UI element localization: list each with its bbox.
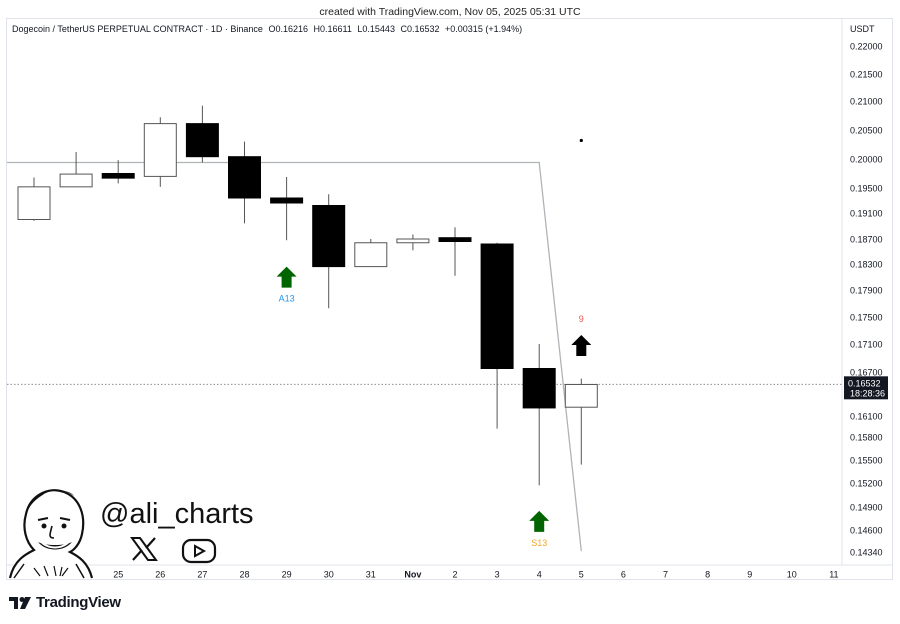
x-tick-label: 25 (113, 570, 123, 580)
candle-body[interactable] (438, 237, 472, 242)
tradingview-logo-icon (9, 597, 31, 610)
y-tick-label: 0.15200 (850, 479, 883, 489)
candle-body[interactable] (17, 186, 51, 220)
td-count-label: A13 (279, 294, 295, 304)
y-tick-label: 0.17100 (850, 340, 883, 350)
credit-text: created with TradingView.com, Nov 05, 20… (319, 6, 581, 18)
y-tick-label: 0.14600 (850, 526, 883, 536)
x-tick-label: 27 (197, 570, 207, 580)
trendline[interactable] (7, 161, 582, 552)
legend-high: H0.16611 (313, 24, 352, 34)
y-tick-label: 0.20500 (850, 126, 883, 136)
candle-body[interactable] (522, 368, 556, 409)
y-tick-label: 0.21500 (850, 70, 883, 80)
y-tick-label: 0.17900 (850, 286, 883, 296)
legend-low: L0.15443 (357, 24, 395, 34)
legend-change: +0.00315 (+1.94%) (445, 24, 523, 34)
y-tick-label: 0.18700 (850, 235, 883, 245)
candle-body[interactable] (185, 123, 219, 158)
candle-body[interactable] (354, 242, 388, 268)
y-tick-label: 0.22000 (850, 42, 883, 52)
y-tick-label: 0.19100 (850, 209, 883, 219)
y-tick-label: 0.20000 (850, 155, 883, 165)
x-tick-label: 7 (663, 570, 668, 580)
x-icon[interactable] (130, 536, 158, 562)
y-tick-label: 0.15800 (850, 433, 883, 443)
author-avatar (8, 489, 94, 579)
x-tick-label: 10 (787, 570, 797, 580)
chart-legend: Dogecoin / TetherUS PERPETUAL CONTRACT ·… (12, 24, 525, 34)
legend-open: O0.16216 (268, 24, 308, 34)
x-tick-label: 31 (366, 570, 376, 580)
x-tick-label: 28 (239, 570, 249, 580)
price-tag (844, 376, 888, 400)
y-tick-label: 0.21000 (850, 97, 883, 107)
x-tick-label: 11 (829, 570, 838, 580)
y-tick-label: 0.18300 (850, 260, 883, 270)
candle-body[interactable] (480, 243, 514, 369)
y-tick-label: 0.17500 (850, 313, 883, 323)
y-tick-label: 0.19500 (850, 184, 883, 194)
candle-body[interactable] (312, 205, 346, 268)
legend-symbol: Dogecoin / TetherUS PERPETUAL CONTRACT ·… (12, 24, 263, 34)
x-tick-label: Nov (404, 570, 421, 580)
td-count-label: 9 (579, 314, 584, 324)
price-tag-value: 0.16532 (848, 378, 881, 388)
y-tick-label: 0.14340 (850, 548, 883, 558)
up-arrow-icon (571, 335, 592, 356)
chart-dot (579, 138, 583, 143)
youtube-icon[interactable] (181, 538, 217, 564)
watermark-text: TradingView (36, 594, 121, 611)
y-tick-label: 0.16700 (850, 368, 883, 378)
y-tick-label: 0.16100 (850, 412, 883, 422)
x-tick-label: 6 (621, 570, 626, 580)
chart-frame (6, 18, 893, 580)
x-tick-label: 26 (155, 570, 165, 580)
tradingview-watermark: TradingView (8, 594, 121, 611)
x-tick-label: 5 (579, 570, 584, 580)
price-tag-countdown: 18:28:36 (850, 388, 885, 398)
y-tick-label: 0.15500 (850, 456, 883, 466)
candle-body[interactable] (564, 383, 598, 408)
x-tick-label: 2 (452, 570, 457, 580)
currency-label: USDT (850, 24, 875, 34)
legend-close: C0.16532 (400, 24, 440, 34)
x-tick-label: 29 (282, 570, 292, 580)
buy-arrow-icon (276, 266, 297, 288)
x-tick-label: 9 (747, 570, 752, 580)
author-handle: @ali_charts (100, 498, 254, 530)
candle-body[interactable] (59, 173, 93, 188)
y-tick-label: 0.14900 (850, 503, 883, 513)
td-count-label: S13 (531, 538, 547, 548)
candle-body[interactable] (396, 238, 430, 244)
candle-body[interactable] (270, 197, 304, 204)
candle-body[interactable] (101, 173, 135, 179)
buy-arrow-icon (529, 510, 550, 532)
x-tick-label: 3 (495, 570, 500, 580)
x-tick-label: 4 (537, 570, 542, 580)
x-tick-label: 8 (705, 570, 710, 580)
x-tick-label: 30 (324, 570, 334, 580)
candle-body[interactable] (143, 123, 177, 177)
candle-body[interactable] (228, 156, 261, 199)
